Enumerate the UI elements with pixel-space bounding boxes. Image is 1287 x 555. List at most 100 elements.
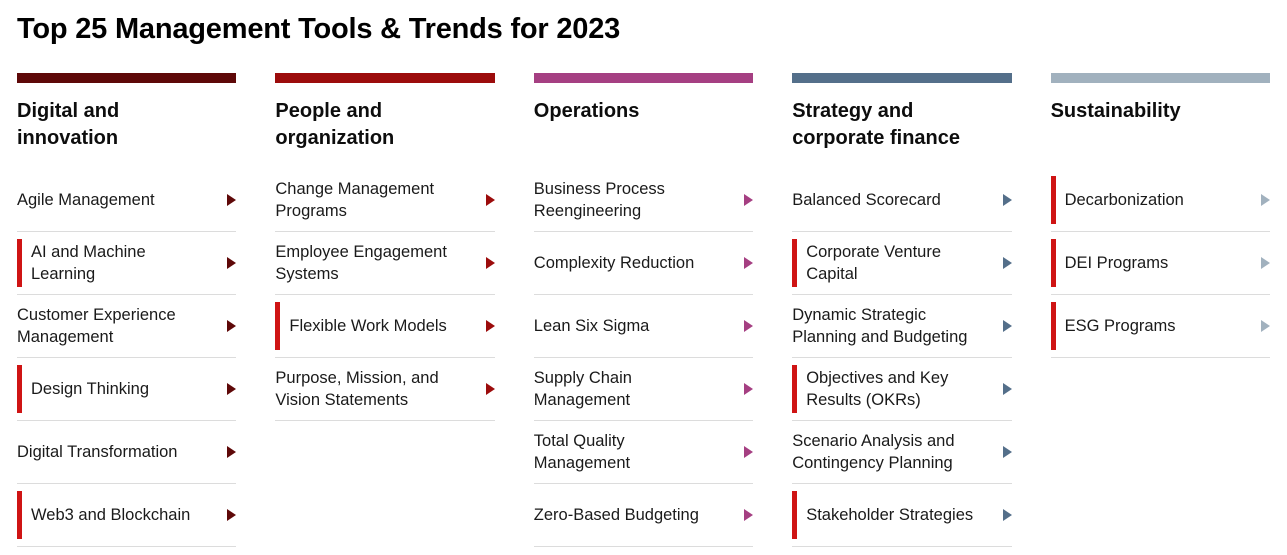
list-item-label: Change Management Programs	[275, 180, 435, 220]
arrow-right-icon	[485, 383, 495, 395]
list-item[interactable]: DEI Programs	[1050, 232, 1270, 295]
list-item[interactable]: Lean Six Sigma	[533, 295, 754, 358]
list-item[interactable]: Decarbonization	[1050, 169, 1270, 232]
list-item[interactable]: ESG Programs	[1050, 295, 1270, 358]
list-item[interactable]: Corporate Venture Capital	[792, 232, 1012, 295]
arrow-right-icon	[1002, 383, 1012, 395]
tools-grid: Digital and innovation Agile Management …	[17, 73, 1270, 547]
column-accent-bar	[1050, 73, 1270, 83]
new-indicator	[17, 491, 22, 539]
column-accent-bar	[275, 73, 495, 83]
list-item-label: Business Process Reengineering	[533, 180, 665, 220]
list-item[interactable]: Customer Experience Management	[17, 295, 237, 358]
arrow-right-icon	[1260, 320, 1270, 332]
list-item-label: Zero-Based Budgeting	[533, 506, 699, 524]
list-item-label: Complexity Reduction	[533, 254, 695, 272]
list-item[interactable]: Web3 and Blockchain	[17, 484, 237, 547]
list-item-label: Purpose, Mission, and Vision Statements	[275, 369, 439, 409]
arrow-right-icon	[744, 383, 754, 395]
arrow-right-icon	[485, 257, 495, 269]
list-item[interactable]: Objectives and Key Results (OKRs)	[792, 358, 1012, 421]
column-header: Strategy and corporate finance	[792, 100, 961, 149]
arrow-right-icon	[227, 194, 237, 206]
list-item-label: Objectives and Key Results (OKRs)	[806, 369, 949, 409]
column-header: People and organization	[275, 100, 395, 149]
list-item-label: Supply Chain Management	[533, 369, 632, 409]
new-indicator	[792, 365, 798, 413]
list-item[interactable]: Digital Transformation	[17, 421, 237, 484]
arrow-right-icon	[227, 446, 237, 458]
list-item-label: Digital Transformation	[17, 443, 178, 461]
arrow-right-icon	[1002, 509, 1012, 521]
list-item-label: Balanced Scorecard	[792, 191, 941, 209]
new-indicator	[275, 302, 281, 350]
list-item-label: Corporate Venture Capital	[806, 243, 942, 283]
list-item[interactable]: Dynamic Strategic Planning and Budgeting	[792, 295, 1012, 358]
list-item[interactable]: Design Thinking	[17, 358, 237, 421]
column-operations: Operations Business Process Reengineerin…	[533, 73, 754, 547]
list-item-label: Dynamic Strategic Planning and Budgeting	[792, 306, 968, 346]
list-item[interactable]: Stakeholder Strategies	[792, 484, 1012, 547]
list-item[interactable]: Balanced Scorecard	[792, 169, 1012, 232]
arrow-right-icon	[744, 509, 754, 521]
column-header: Digital and innovation	[17, 100, 120, 149]
column-digital-and-innovation: Digital and innovation Agile Management …	[17, 73, 237, 547]
arrow-right-icon	[1260, 194, 1270, 206]
arrow-right-icon	[744, 194, 754, 206]
arrow-right-icon	[744, 446, 754, 458]
arrow-right-icon	[485, 194, 495, 206]
arrow-right-icon	[1002, 194, 1012, 206]
list-item-label: Employee Engagement Systems	[275, 243, 447, 283]
new-indicator	[17, 365, 22, 413]
new-indicator	[1050, 176, 1056, 224]
arrow-right-icon	[744, 320, 754, 332]
list-item-label: Design Thinking	[31, 380, 150, 398]
list-item[interactable]: Total Quality Management	[533, 421, 754, 484]
column-header: Sustainability	[1050, 100, 1181, 122]
new-indicator	[792, 491, 798, 539]
new-indicator	[17, 239, 22, 287]
arrow-right-icon	[227, 383, 237, 395]
arrow-right-icon	[227, 509, 237, 521]
list-item-label: Total Quality Management	[533, 432, 631, 472]
list-item[interactable]: Zero-Based Budgeting	[533, 484, 754, 547]
new-indicator	[1050, 239, 1056, 287]
list-item-label: Scenario Analysis and Contingency Planni…	[792, 432, 955, 472]
list-item[interactable]: Purpose, Mission, and Vision Statements	[275, 358, 495, 421]
list-item[interactable]: Flexible Work Models	[275, 295, 495, 358]
list-item-label: AI and Machine Learning	[31, 243, 146, 283]
list-item[interactable]: Business Process Reengineering	[533, 169, 754, 232]
list-item-label: Flexible Work Models	[289, 317, 447, 335]
column-accent-bar	[17, 73, 237, 83]
list-item-label: Decarbonization	[1064, 191, 1184, 209]
list-item[interactable]: Employee Engagement Systems	[275, 232, 495, 295]
column-accent-bar	[533, 73, 754, 83]
column-strategy-and-corporate-finance: Strategy and corporate finance Balanced …	[792, 73, 1012, 547]
list-item-label: Web3 and Blockchain	[31, 506, 191, 524]
column-accent-bar	[792, 73, 1012, 83]
arrow-right-icon	[1002, 257, 1012, 269]
list-item[interactable]: Change Management Programs	[275, 169, 495, 232]
arrow-right-icon	[1260, 257, 1270, 269]
new-indicator	[792, 239, 798, 287]
arrow-right-icon	[1002, 446, 1012, 458]
list-item[interactable]: Supply Chain Management	[533, 358, 754, 421]
arrow-right-icon	[485, 320, 495, 332]
list-item-label: DEI Programs	[1064, 254, 1169, 272]
list-item[interactable]: Scenario Analysis and Contingency Planni…	[792, 421, 1012, 484]
list-item-label: ESG Programs	[1064, 317, 1176, 335]
arrow-right-icon	[227, 320, 237, 332]
list-item[interactable]: Complexity Reduction	[533, 232, 754, 295]
arrow-right-icon	[227, 257, 237, 269]
arrow-right-icon	[1002, 320, 1012, 332]
list-item-label: Agile Management	[17, 191, 155, 209]
list-item-label: Stakeholder Strategies	[806, 506, 974, 524]
list-item-label: Customer Experience Management	[17, 306, 176, 346]
list-item[interactable]: AI and Machine Learning	[17, 232, 237, 295]
list-item[interactable]: Agile Management	[17, 169, 237, 232]
arrow-right-icon	[744, 257, 754, 269]
page-title: Top 25 Management Tools & Trends for 202…	[17, 13, 621, 45]
column-people-and-organization: People and organization Change Managemen…	[275, 73, 495, 547]
column-header: Operations	[533, 100, 640, 122]
